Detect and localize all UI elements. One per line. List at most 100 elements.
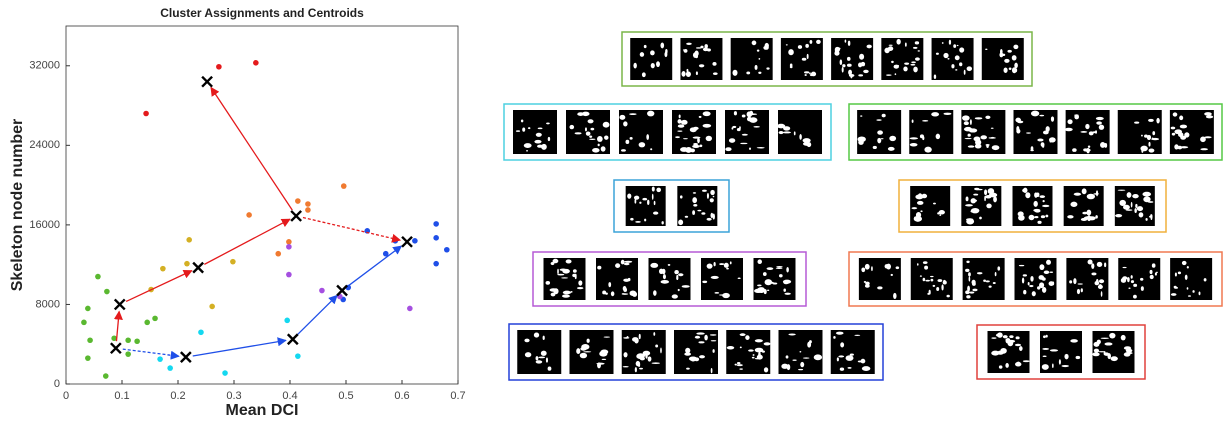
thumbnail-texture xyxy=(877,138,881,143)
thumbnail-texture xyxy=(698,341,704,343)
thumbnail-texture xyxy=(732,70,737,76)
arrow xyxy=(193,340,286,356)
point xyxy=(286,272,292,278)
thumbnail-texture xyxy=(1087,194,1095,200)
thumbnail-texture xyxy=(695,336,700,339)
thumbnail-texture xyxy=(624,263,630,265)
thumbnail-texture xyxy=(696,71,698,75)
point xyxy=(125,337,131,343)
thumbnail-texture xyxy=(706,48,711,50)
thumbnail-texture xyxy=(847,367,851,369)
thumbnail-texture xyxy=(627,193,631,198)
thumbnail-texture xyxy=(541,144,547,150)
thumbnail-texture xyxy=(802,58,807,61)
thumbnail-texture xyxy=(1188,295,1191,297)
thumbnail-texture xyxy=(757,49,759,51)
thumbnail-texture xyxy=(1121,335,1126,341)
thumbnail-texture xyxy=(787,364,790,370)
thumbnail-texture xyxy=(765,43,769,49)
thumbnail-texture xyxy=(639,368,643,370)
point xyxy=(444,247,450,253)
thumbnail-texture xyxy=(1009,68,1012,70)
thumbnail-texture xyxy=(659,269,663,274)
thumbnail-texture xyxy=(1023,360,1030,362)
thumbnail-texture xyxy=(1111,356,1118,361)
thumbnail-texture xyxy=(538,127,543,129)
thumbnail-texture xyxy=(1040,195,1045,198)
thumbnail-texture xyxy=(917,263,919,266)
thumbnail-texture xyxy=(1174,287,1178,289)
thumbnail-texture xyxy=(974,188,979,190)
thumbnail-texture xyxy=(996,333,1003,337)
thumbnail-texture xyxy=(1070,339,1078,343)
thumbnail-texture xyxy=(1204,278,1207,281)
thumbnail-texture xyxy=(1180,125,1187,129)
point xyxy=(143,111,149,117)
point xyxy=(433,261,439,267)
thumbnail-texture xyxy=(700,46,703,49)
thumbnail-texture xyxy=(588,119,594,123)
thumbnail xyxy=(517,330,561,374)
thumbnail-texture xyxy=(985,49,987,50)
thumbnail-texture xyxy=(655,344,658,347)
thumbnail-texture xyxy=(630,290,637,295)
thumbnail-texture xyxy=(876,119,881,121)
thumbnail-texture xyxy=(930,279,933,282)
thumbnail-texture xyxy=(541,351,547,356)
thumbnail-texture xyxy=(635,221,641,223)
thumbnail-texture xyxy=(918,50,920,51)
point xyxy=(85,306,91,312)
thumbnail-texture xyxy=(936,134,940,139)
thumbnail-texture xyxy=(805,44,809,48)
thumbnail-texture xyxy=(1023,274,1027,276)
thumbnail-texture xyxy=(603,122,610,128)
thumbnail-texture xyxy=(1002,54,1006,56)
thumbnail-texture xyxy=(1059,359,1061,365)
thumbnail-texture xyxy=(1031,111,1039,117)
thumbnail-texture xyxy=(684,352,691,355)
thumbnail-texture xyxy=(652,194,654,200)
thumbnail-texture xyxy=(757,259,761,264)
thumbnail-texture xyxy=(536,133,542,137)
thumbnail-texture xyxy=(877,286,882,289)
thumbnail-texture xyxy=(711,340,717,341)
thumbnail-texture xyxy=(1083,148,1088,151)
thumbnail-texture xyxy=(1041,215,1045,218)
thumbnail-texture xyxy=(653,212,658,215)
thumbnail-texture xyxy=(1099,125,1104,130)
thumbnail xyxy=(630,38,672,80)
thumbnail-texture xyxy=(845,40,847,43)
thumbnail-texture xyxy=(984,189,987,195)
point xyxy=(104,289,110,295)
thumbnail-texture xyxy=(980,135,987,139)
thumbnail-texture xyxy=(742,134,748,136)
thumbnail-texture xyxy=(597,266,601,270)
thumbnail-texture xyxy=(625,140,629,144)
thumbnail-texture xyxy=(629,113,636,115)
thumbnail-texture xyxy=(664,52,667,57)
thumbnail-texture xyxy=(725,147,731,151)
thumbnail-texture xyxy=(580,347,586,351)
thumbnail-texture xyxy=(566,259,572,263)
thumbnail-texture xyxy=(696,332,704,334)
thumbnail-texture xyxy=(1206,115,1213,118)
thumbnail-texture xyxy=(526,150,528,152)
thumbnail-texture xyxy=(799,351,801,353)
thumbnail-texture xyxy=(989,193,997,198)
thumbnail-texture xyxy=(686,43,692,45)
thumbnail-texture xyxy=(920,134,924,138)
point xyxy=(186,237,192,243)
thumbnail-texture xyxy=(713,196,715,198)
thumbnail-texture xyxy=(920,210,922,212)
thumbnail-texture xyxy=(838,355,844,357)
page: {"chart_data": { "type": "scatter", "tit… xyxy=(0,0,1224,426)
point xyxy=(167,365,173,371)
thumbnail-texture xyxy=(524,339,529,343)
point xyxy=(160,266,166,272)
thumbnail-texture xyxy=(1141,148,1143,153)
thumbnail-texture xyxy=(668,264,671,266)
thumbnail-texture xyxy=(1018,215,1025,221)
thumbnail-texture xyxy=(1004,67,1008,72)
thumbnail-texture xyxy=(971,208,980,213)
thumbnail-texture xyxy=(846,355,854,361)
